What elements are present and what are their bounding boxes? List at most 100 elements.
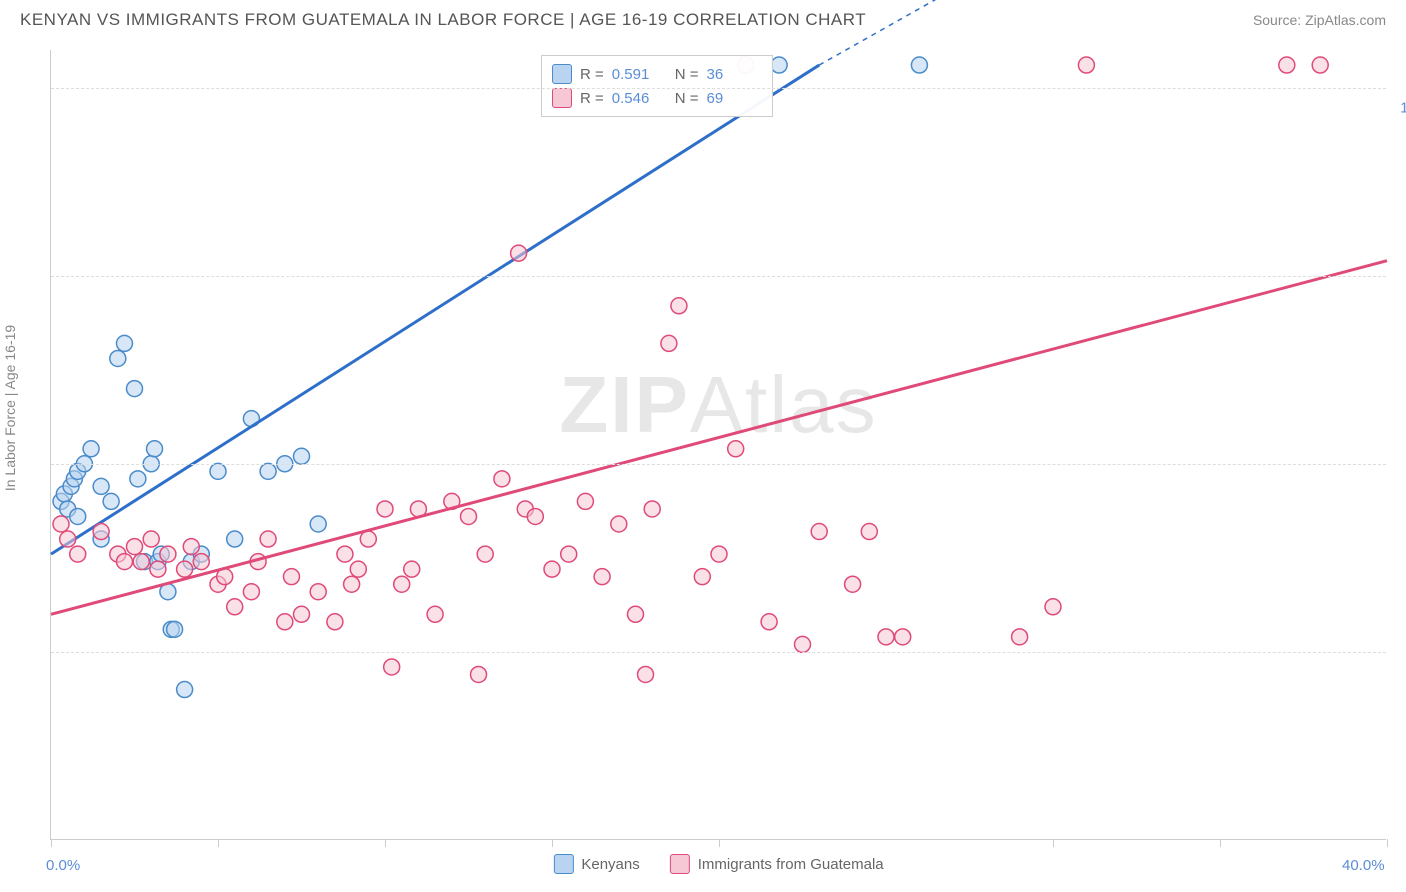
x-tick [218, 839, 219, 847]
stats-legend-box: R =0.591N =36R =0.546N =69 [541, 55, 773, 117]
data-point [327, 614, 343, 630]
stats-row: R =0.546N =69 [552, 86, 762, 110]
x-tick [552, 839, 553, 847]
data-point [611, 516, 627, 532]
data-point [70, 546, 86, 562]
data-point [133, 554, 149, 570]
bottom-legend: Kenyans Immigrants from Guatemala [553, 854, 883, 874]
x-tick-label: 40.0% [1342, 857, 1385, 874]
data-point [377, 501, 393, 517]
data-point [183, 539, 199, 555]
stats-r-value: 0.546 [612, 90, 667, 107]
stats-row: R = 0.591 N = 36 [552, 62, 762, 86]
legend-swatch [553, 854, 573, 874]
data-point [110, 350, 126, 366]
data-point [83, 441, 99, 457]
data-point [147, 441, 163, 457]
data-point [260, 463, 276, 479]
stats-r-label: R = [580, 66, 604, 83]
y-axis-label: In Labor Force | Age 16-19 [2, 325, 18, 491]
stats-n-value: 36 [707, 66, 762, 83]
gridline-h [51, 88, 1386, 89]
scatter-svg [51, 50, 1386, 839]
x-tick-label: 0.0% [46, 857, 80, 874]
data-point [160, 546, 176, 562]
series-swatch [552, 88, 572, 108]
data-point [310, 516, 326, 532]
data-point [1312, 57, 1328, 73]
data-point [177, 682, 193, 698]
chart-source: Source: ZipAtlas.com [1253, 12, 1386, 28]
data-point [795, 636, 811, 652]
data-point [561, 546, 577, 562]
legend-item: Immigrants from Guatemala [670, 854, 884, 874]
data-point [845, 576, 861, 592]
x-tick [1387, 839, 1388, 847]
legend-label: Kenyans [581, 856, 639, 873]
data-point [644, 501, 660, 517]
legend-item: Kenyans [553, 854, 639, 874]
x-tick [385, 839, 386, 847]
data-point [243, 584, 259, 600]
stats-n-label: N = [675, 90, 699, 107]
x-tick [719, 839, 720, 847]
data-point [878, 629, 894, 645]
data-point [728, 441, 744, 457]
data-point [127, 381, 143, 397]
data-point [895, 629, 911, 645]
data-point [911, 57, 927, 73]
data-point [127, 539, 143, 555]
data-point [861, 524, 877, 540]
data-point [471, 666, 487, 682]
x-tick [1220, 839, 1221, 847]
data-point [130, 471, 146, 487]
data-point [227, 599, 243, 615]
data-point [694, 569, 710, 585]
chart-plot-area: ZIPAtlas R =0.591N =36R =0.546N =69 Keny… [50, 50, 1386, 840]
data-point [577, 493, 593, 509]
gridline-h [51, 652, 1386, 653]
data-point [511, 245, 527, 261]
data-point [344, 576, 360, 592]
data-point [294, 606, 310, 622]
data-point [384, 659, 400, 675]
data-point [350, 561, 366, 577]
data-point [93, 478, 109, 494]
legend-label: Immigrants from Guatemala [698, 856, 884, 873]
x-tick [1053, 839, 1054, 847]
data-point [150, 561, 166, 577]
data-point [404, 561, 420, 577]
data-point [1012, 629, 1028, 645]
trend-line [51, 65, 819, 554]
legend-swatch [670, 854, 690, 874]
data-point [260, 531, 276, 547]
data-point [711, 546, 727, 562]
data-point [661, 335, 677, 351]
data-point [53, 516, 69, 532]
data-point [310, 584, 326, 600]
chart-title: KENYAN VS IMMIGRANTS FROM GUATEMALA IN L… [20, 10, 866, 30]
data-point [427, 606, 443, 622]
series-swatch [552, 64, 572, 84]
data-point [283, 569, 299, 585]
data-point [103, 493, 119, 509]
data-point [70, 508, 86, 524]
data-point [1279, 57, 1295, 73]
gridline-h [51, 276, 1386, 277]
data-point [116, 335, 132, 351]
data-point [193, 554, 209, 570]
data-point [116, 554, 132, 570]
stats-n-label: N = [675, 66, 699, 83]
data-point [461, 508, 477, 524]
data-point [210, 463, 226, 479]
data-point [143, 531, 159, 547]
data-point [93, 524, 109, 540]
data-point [337, 546, 353, 562]
stats-r-value: 0.591 [612, 66, 667, 83]
data-point [294, 448, 310, 464]
stats-r-label: R = [580, 90, 604, 107]
data-point [360, 531, 376, 547]
data-point [494, 471, 510, 487]
data-point [638, 666, 654, 682]
data-point [227, 531, 243, 547]
